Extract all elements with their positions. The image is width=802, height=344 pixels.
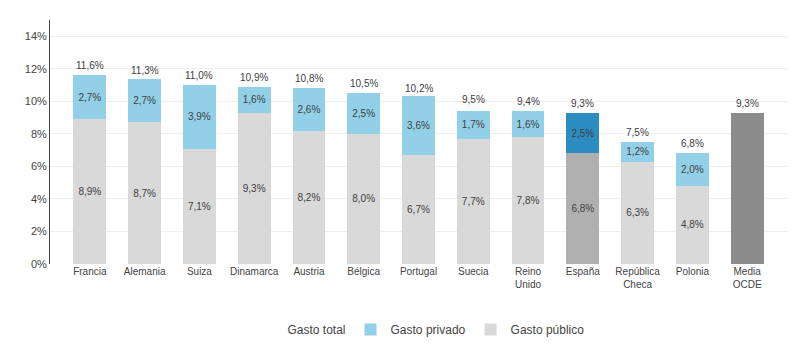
svg-text:10,5%: 10,5% [350, 78, 378, 89]
svg-text:10%: 10% [25, 95, 47, 107]
svg-text:0%: 0% [31, 258, 47, 270]
svg-text:12%: 12% [25, 63, 47, 75]
svg-text:Gasto público: Gasto público [511, 323, 585, 337]
svg-text:2,5%: 2,5% [352, 108, 375, 119]
svg-text:9,5%: 9,5% [462, 94, 485, 105]
svg-text:Alemania: Alemania [124, 266, 166, 277]
svg-text:8,9%: 8,9% [78, 186, 101, 197]
svg-text:2,0%: 2,0% [681, 164, 704, 175]
svg-text:2,7%: 2,7% [78, 92, 101, 103]
svg-text:6%: 6% [31, 160, 47, 172]
svg-text:2,7%: 2,7% [133, 95, 156, 106]
svg-text:11,6%: 11,6% [76, 60, 104, 71]
svg-text:6,8%: 6,8% [571, 203, 594, 214]
svg-text:8%: 8% [31, 128, 47, 140]
svg-text:2,5%: 2,5% [571, 128, 594, 139]
svg-text:10,9%: 10,9% [240, 72, 268, 83]
svg-text:Portugal: Portugal [400, 266, 437, 277]
svg-text:1,2%: 1,2% [626, 146, 649, 157]
svg-text:7,7%: 7,7% [462, 196, 485, 207]
svg-text:2%: 2% [31, 225, 47, 237]
svg-text:6,8%: 6,8% [681, 138, 704, 149]
svg-text:8,0%: 8,0% [352, 193, 375, 204]
svg-text:Dinamarca: Dinamarca [230, 266, 279, 277]
svg-text:10,2%: 10,2% [405, 83, 433, 94]
svg-text:9,4%: 9,4% [517, 96, 540, 107]
svg-text:9,3%: 9,3% [571, 98, 594, 109]
svg-text:7,5%: 7,5% [626, 127, 649, 138]
svg-text:Francia: Francia [73, 266, 107, 277]
svg-text:1,6%: 1,6% [517, 119, 540, 130]
svg-text:Austria: Austria [293, 266, 325, 277]
svg-text:14%: 14% [25, 30, 47, 42]
svg-text:4%: 4% [31, 193, 47, 205]
svg-text:Gasto total: Gasto total [288, 323, 346, 337]
svg-text:1,7%: 1,7% [462, 119, 485, 130]
svg-text:Gasto privado: Gasto privado [391, 323, 466, 337]
svg-text:Suiza: Suiza [187, 266, 212, 277]
svg-text:7,8%: 7,8% [517, 195, 540, 206]
svg-text:ReinoUnido: ReinoUnido [515, 266, 542, 290]
svg-text:4,8%: 4,8% [681, 219, 704, 230]
svg-text:Bélgica: Bélgica [347, 266, 380, 277]
svg-text:9,3%: 9,3% [736, 98, 759, 109]
svg-text:3,6%: 3,6% [407, 120, 430, 131]
svg-text:1,6%: 1,6% [243, 94, 266, 105]
svg-text:6,3%: 6,3% [626, 207, 649, 218]
svg-text:11,3%: 11,3% [131, 65, 159, 76]
svg-text:6,7%: 6,7% [407, 204, 430, 215]
svg-text:3,9%: 3,9% [188, 111, 211, 122]
svg-text:RepúblicaCheca: RepúblicaCheca [615, 266, 660, 290]
svg-text:11,0%: 11,0% [185, 70, 213, 81]
svg-text:7,1%: 7,1% [188, 201, 211, 212]
svg-text:Polonia: Polonia [676, 266, 710, 277]
svg-text:MediaOCDE: MediaOCDE [733, 266, 762, 290]
svg-text:2,6%: 2,6% [297, 104, 320, 115]
svg-text:8,7%: 8,7% [133, 188, 156, 199]
svg-text:10,8%: 10,8% [295, 73, 323, 84]
svg-text:Suecia: Suecia [458, 266, 489, 277]
svg-text:9,3%: 9,3% [243, 183, 266, 194]
svg-text:8,2%: 8,2% [297, 192, 320, 203]
svg-text:España: España [566, 266, 600, 277]
